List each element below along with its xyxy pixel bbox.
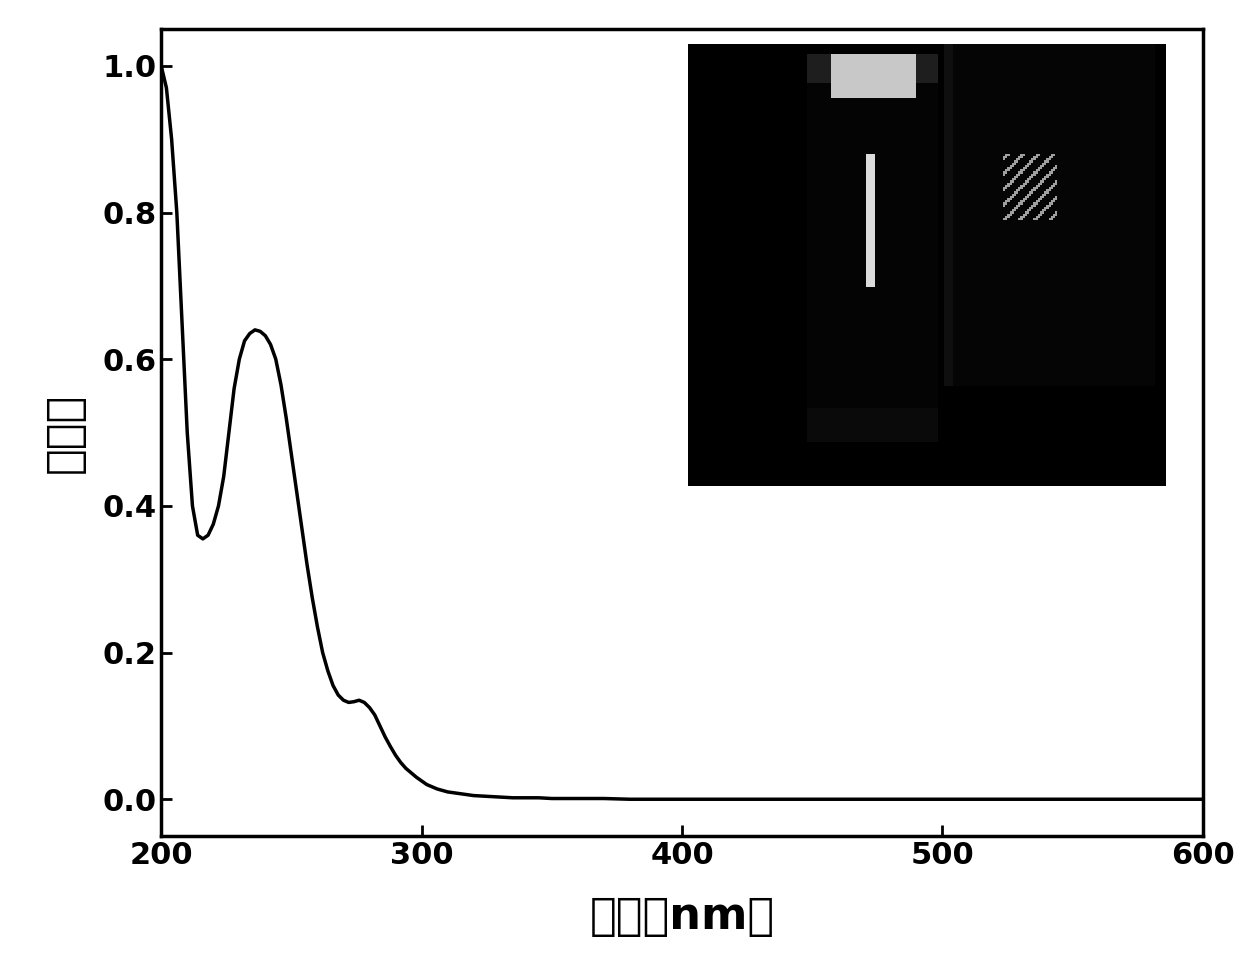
Y-axis label: 吸光度: 吸光度	[42, 393, 86, 472]
X-axis label: 波长（nm）: 波长（nm）	[589, 895, 775, 938]
